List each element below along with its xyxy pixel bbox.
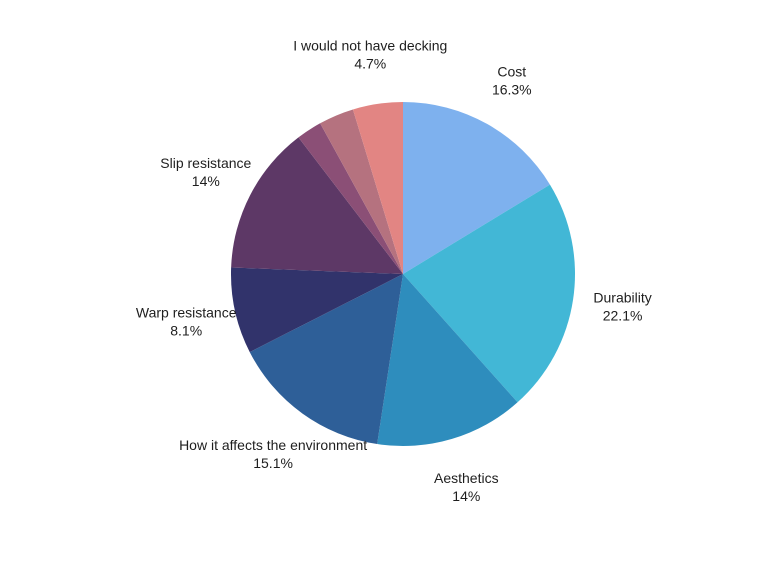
slice-value-0: 16.3% xyxy=(492,82,532,98)
slice-label-5: Slip resistance 14% xyxy=(160,155,251,189)
slice-value-5: 14% xyxy=(192,173,220,189)
pie-slice-2 xyxy=(377,274,518,447)
pie-slice-7 xyxy=(320,109,403,274)
slice-category-5: Slip resistance xyxy=(160,155,251,171)
slice-category-0: Cost xyxy=(497,64,526,80)
slice-label-4: Warp resistance 8.1% xyxy=(136,305,237,339)
pie-slice-3 xyxy=(249,274,403,445)
slice-value-2: 14% xyxy=(452,488,480,504)
slice-category-1: Durability xyxy=(593,290,651,306)
pie-slice-1 xyxy=(403,184,576,403)
slice-label-3: How it affects the environment 15.1% xyxy=(179,437,367,471)
slice-category-2: Aesthetics xyxy=(434,470,499,486)
slice-label-0: Cost 16.3% xyxy=(492,64,532,98)
labels-group: Cost 16.3% Durability 22.1% Aesthetics 14% How… xyxy=(136,37,652,503)
pie-slice-5 xyxy=(231,137,403,274)
slice-category-3: How it affects the environment xyxy=(179,437,367,453)
pie-slice-8 xyxy=(352,102,403,274)
slice-value-1: 22.1% xyxy=(603,308,643,324)
pie-slice-4 xyxy=(230,267,403,353)
slice-value-3: 15.1% xyxy=(253,455,293,471)
slice-label-1: Durability 22.1% xyxy=(593,290,651,324)
slice-category-4: Warp resistance xyxy=(136,305,237,321)
slices-group xyxy=(230,102,576,447)
slice-value-4: 8.1% xyxy=(170,323,202,339)
slice-value-8: 4.7% xyxy=(354,55,386,71)
slice-label-2: Aesthetics 14% xyxy=(434,470,499,504)
slice-category-8: I would not have decking xyxy=(293,37,447,53)
slice-label-8: I would not have decking 4.7% xyxy=(293,37,447,71)
pie-slice-6 xyxy=(298,123,403,274)
pie-slice-0 xyxy=(403,102,550,274)
